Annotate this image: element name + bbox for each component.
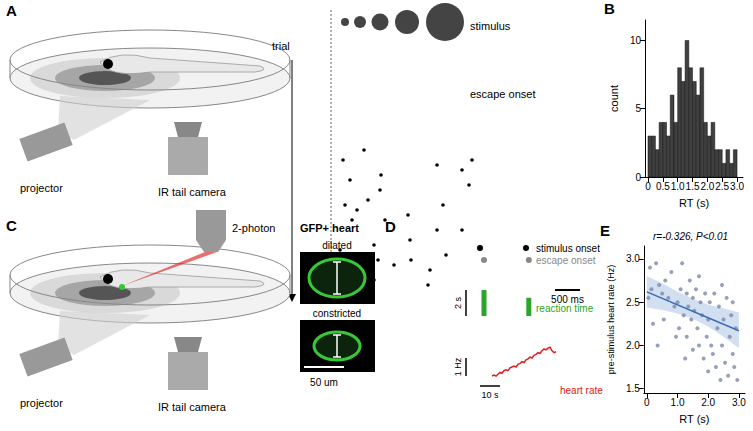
svg-text:5: 5 — [635, 103, 641, 114]
svg-text:2.0: 2.0 — [701, 397, 715, 408]
svg-text:D: D — [385, 218, 396, 235]
svg-text:3.0: 3.0 — [626, 253, 640, 264]
svg-text:3.0: 3.0 — [732, 397, 746, 408]
svg-text:escape onset: escape onset — [536, 255, 596, 266]
svg-text:IR tail camera: IR tail camera — [158, 401, 227, 413]
svg-text:C: C — [6, 217, 17, 234]
svg-text:stimulus: stimulus — [470, 20, 511, 32]
svg-text:50 um: 50 um — [310, 377, 338, 388]
svg-text:A: A — [6, 2, 17, 19]
svg-text:heart rate: heart rate — [560, 385, 603, 396]
svg-text:reaction time: reaction time — [536, 303, 594, 314]
svg-text:0: 0 — [644, 397, 650, 408]
svg-text:E: E — [600, 222, 610, 239]
svg-text:10: 10 — [630, 35, 642, 46]
svg-text:2-photon: 2-photon — [232, 222, 275, 234]
svg-text:IR tail camera: IR tail camera — [158, 186, 227, 198]
svg-text:constricted: constricted — [313, 308, 361, 319]
svg-text:1 Hz: 1 Hz — [453, 357, 463, 376]
svg-text:B: B — [604, 0, 615, 17]
svg-text:projector: projector — [20, 182, 63, 194]
svg-text:2 s: 2 s — [453, 297, 463, 310]
svg-text:0.5: 0.5 — [656, 181, 670, 192]
svg-text:escape onset: escape onset — [470, 88, 535, 100]
svg-text:RT (s): RT (s) — [679, 413, 709, 425]
svg-text:2.5: 2.5 — [715, 181, 729, 192]
svg-text:dilated: dilated — [322, 240, 351, 251]
svg-text:2.5: 2.5 — [626, 297, 640, 308]
svg-text:2.0: 2.0 — [626, 340, 640, 351]
svg-text:0: 0 — [635, 172, 641, 183]
svg-text:500 ms: 500 ms — [551, 294, 584, 305]
svg-text:10 s: 10 s — [481, 390, 499, 400]
svg-text:1.5: 1.5 — [686, 181, 700, 192]
svg-text:1.5: 1.5 — [626, 383, 640, 394]
svg-text:r=-0.326, P<0.01: r=-0.326, P<0.01 — [653, 231, 728, 242]
svg-text:RT (s): RT (s) — [679, 197, 709, 209]
svg-text:3.0: 3.0 — [730, 181, 744, 192]
svg-text:count: count — [608, 85, 620, 112]
svg-text:projector: projector — [20, 397, 63, 409]
svg-text:2.0: 2.0 — [700, 181, 714, 192]
svg-text:stimulus onset: stimulus onset — [536, 243, 600, 254]
svg-text:pre-stimulus heart rate (Hz): pre-stimulus heart rate (Hz) — [606, 265, 616, 375]
svg-text:GFP+ heart: GFP+ heart — [300, 222, 359, 234]
svg-text:1.0: 1.0 — [671, 181, 685, 192]
svg-text:0: 0 — [645, 181, 651, 192]
svg-text:1.0: 1.0 — [671, 397, 685, 408]
svg-text:trial: trial — [272, 40, 290, 52]
